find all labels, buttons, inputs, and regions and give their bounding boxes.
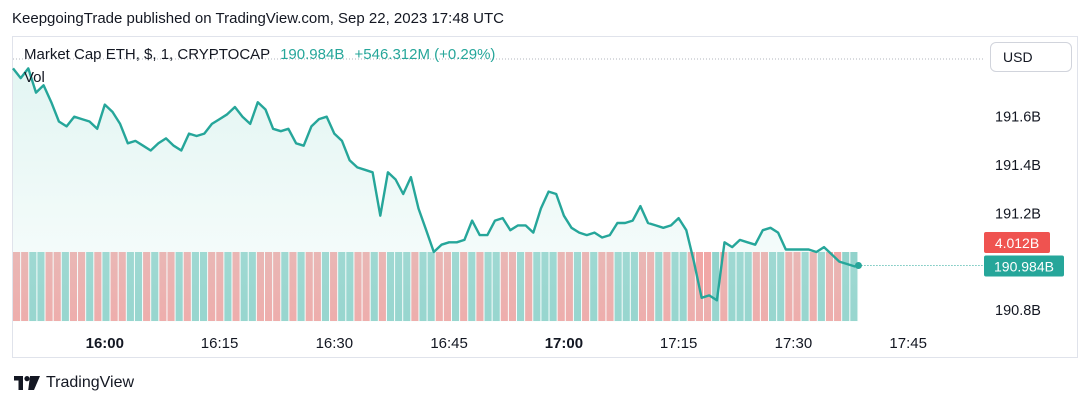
x-tick-label: 17:45 (889, 335, 927, 352)
x-tick-label: 17:00 (545, 335, 583, 352)
x-tick-label: 16:30 (316, 335, 354, 352)
footer-brand: TradingView (14, 374, 134, 392)
x-tick-label: 16:00 (86, 335, 124, 352)
last-value: 190.984B (280, 46, 345, 63)
x-tick-label: 17:15 (660, 335, 698, 352)
y-tick-label: 190.8B (995, 303, 1041, 319)
chart-frame (12, 36, 1078, 358)
volume-badge (984, 232, 1050, 253)
y-tick-label: 191.4B (995, 158, 1041, 174)
currency-button[interactable]: USD (990, 42, 1072, 72)
publish-header: KeepgoingTrade published on TradingView.… (12, 10, 504, 27)
tradingview-logo-icon (14, 376, 40, 390)
volume-bar (703, 252, 712, 321)
symbol-label[interactable]: Market Cap ETH, $, 1, CRYPTOCAP (24, 46, 270, 63)
price-line (12, 67, 859, 302)
x-tick-label: 16:15 (201, 335, 239, 352)
brand-name: TradingView (46, 374, 135, 391)
price-badge (984, 255, 1064, 277)
volume-label[interactable]: Vol (24, 69, 45, 86)
y-tick-label: 191.2B (995, 206, 1041, 222)
x-tick-label: 17:30 (775, 335, 813, 352)
volume-bar (712, 252, 720, 321)
change-value: +546.312M (+0.29%) (354, 46, 496, 63)
volume-badge-label: 4.012B (995, 235, 1039, 251)
area-fill (13, 68, 859, 323)
price-badge-label: 190.984B (994, 258, 1054, 274)
x-tick-label: 16:45 (430, 335, 468, 352)
y-tick-label: 191.6B (995, 110, 1041, 126)
chart-legend: Market Cap ETH, $, 1, CRYPTOCAP 190.984B… (24, 46, 495, 63)
